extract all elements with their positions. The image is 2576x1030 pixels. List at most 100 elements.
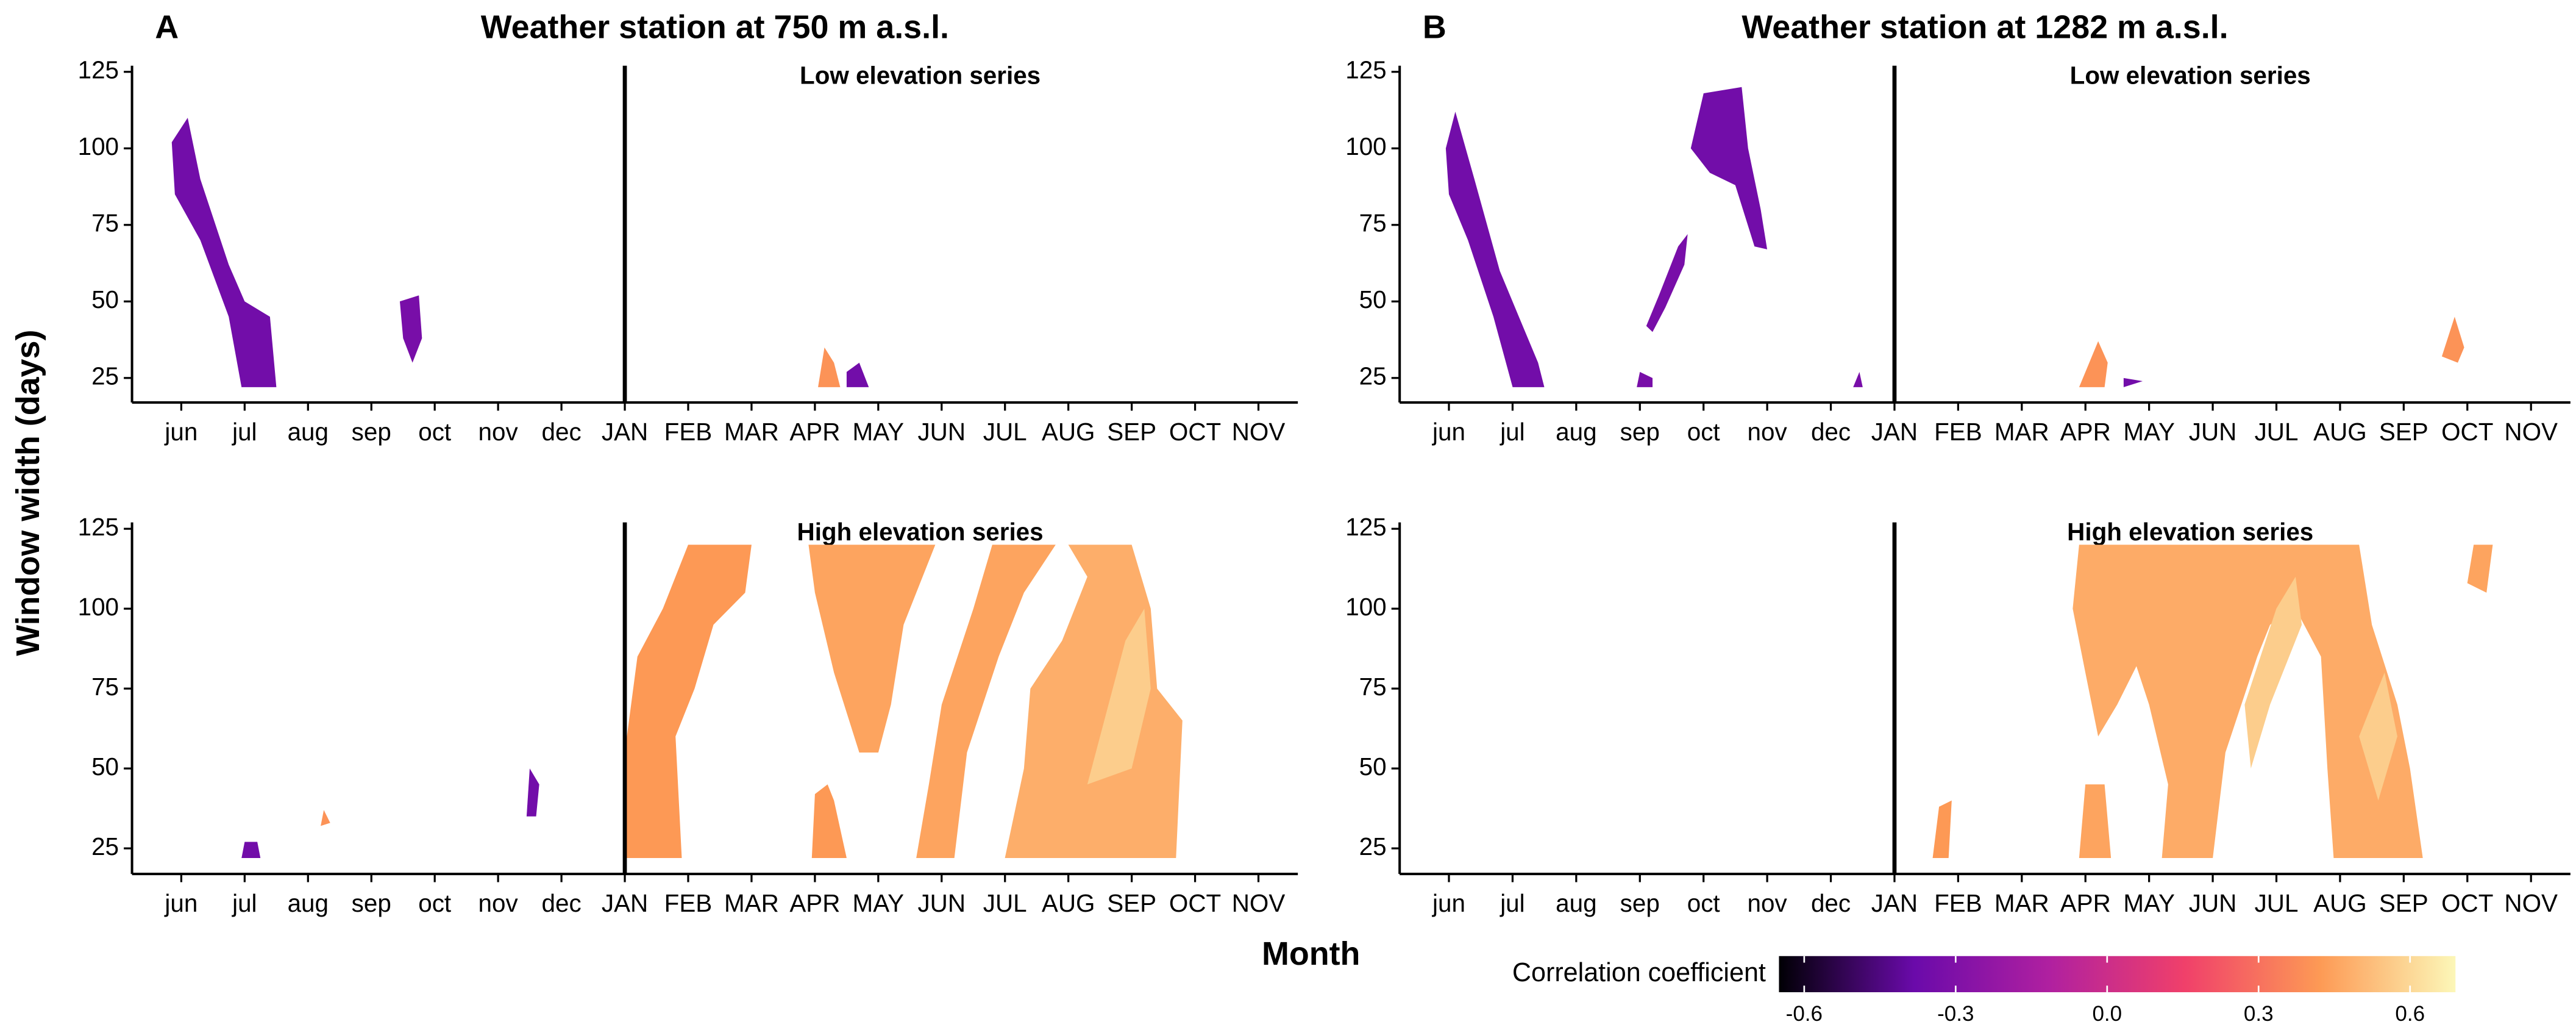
x-tick-label: sep — [352, 889, 391, 917]
heat-cells — [811, 784, 847, 858]
x-tick-label: OCT — [2441, 889, 2493, 917]
x-tick-label: JAN — [1871, 889, 1918, 917]
heat-cells — [1646, 234, 1688, 332]
x-tick-label: nov — [479, 889, 519, 917]
x-tick-label: JAN — [1871, 418, 1918, 446]
y-tick-label: 50 — [91, 285, 119, 313]
x-tick-label: aug — [1556, 418, 1596, 446]
x-tick-label: APR — [789, 418, 840, 446]
colorbar-tick-label: -0.6 — [1786, 1002, 1823, 1026]
x-tick-label: FEB — [664, 889, 713, 917]
x-tick-label: MAR — [724, 418, 779, 446]
y-tick-label: 75 — [91, 673, 119, 701]
heat-region — [1690, 87, 1768, 249]
x-tick-label: aug — [288, 418, 329, 446]
heat-cells — [1853, 371, 1863, 387]
x-tick-label: NOV — [1232, 418, 1286, 446]
x-tick-label: OCT — [1169, 889, 1221, 917]
x-tick-label: jun — [164, 889, 197, 917]
y-tick-label: 125 — [78, 55, 119, 84]
x-tick-label: oct — [1687, 418, 1720, 446]
y-tick-label: 75 — [91, 209, 119, 237]
y-tick-label: 100 — [78, 132, 119, 160]
y-tick-label: 25 — [91, 362, 119, 390]
x-axis-label: Month — [1262, 935, 1361, 972]
x-tick-label: MAR — [724, 889, 779, 917]
x-tick-label: nov — [1748, 418, 1788, 446]
x-tick-label: nov — [479, 418, 519, 446]
x-tick-label: NOV — [1232, 889, 1286, 917]
heat-cells — [171, 118, 277, 387]
x-tick-label: jun — [164, 418, 197, 446]
colorbar-tick-label: 0.6 — [2395, 1002, 2425, 1026]
x-tick-label: MAR — [1994, 889, 2049, 917]
heat-cells — [241, 842, 261, 858]
x-tick-label: JUL — [983, 418, 1027, 446]
heat-cells — [1637, 371, 1653, 387]
heat-region — [526, 768, 539, 817]
heat-region — [2244, 576, 2302, 769]
heat-region — [1853, 371, 1863, 387]
panel-label: A — [155, 9, 179, 46]
heat-cells — [2359, 672, 2397, 801]
y-tick-label: 25 — [91, 832, 119, 860]
x-tick-label: MAY — [853, 889, 905, 917]
x-tick-label: jul — [232, 418, 257, 446]
x-tick-label: FEB — [1934, 889, 1982, 917]
x-tick-label: jul — [232, 889, 257, 917]
heat-region — [1932, 800, 1952, 858]
x-tick-label: AUG — [1042, 889, 1095, 917]
colorbar-tick-label: 0.0 — [2092, 1002, 2122, 1026]
x-tick-label: aug — [1556, 889, 1596, 917]
heat-region — [1637, 371, 1653, 387]
panel-subtitle: Low elevation series — [800, 61, 1041, 89]
heat-region — [811, 784, 847, 858]
heat-cells — [2467, 545, 2493, 593]
x-tick-label: NOV — [2504, 889, 2558, 917]
heat-cells — [846, 362, 869, 387]
x-tick-label: jul — [1500, 889, 1525, 917]
x-tick-label: APR — [2060, 418, 2111, 446]
x-tick-label: JUN — [2189, 889, 2237, 917]
heat-region — [808, 545, 936, 753]
y-tick-label: 100 — [1345, 593, 1386, 621]
heat-region — [2123, 377, 2143, 387]
heat-region — [2359, 672, 2397, 801]
x-tick-label: JAN — [602, 418, 648, 446]
heat-cells — [399, 295, 422, 363]
heat-region — [818, 347, 841, 387]
chart-title: Weather station at 750 m a.s.l. — [481, 9, 949, 46]
x-tick-label: JUL — [983, 889, 1027, 917]
heat-region — [846, 362, 869, 387]
heat-cells — [2123, 377, 2143, 387]
heat-region — [916, 545, 1056, 858]
heat-cells — [321, 810, 330, 826]
chart-title: Weather station at 1282 m a.s.l. — [1742, 9, 2228, 46]
x-tick-label: FEB — [664, 418, 713, 446]
x-tick-label: oct — [418, 418, 451, 446]
x-tick-label: OCT — [1169, 418, 1221, 446]
x-tick-label: nov — [1748, 889, 1788, 917]
y-tick-label: 50 — [1359, 753, 1387, 781]
x-tick-label: AUG — [1042, 418, 1095, 446]
heat-cells — [1445, 112, 1545, 387]
x-tick-label: MAR — [1994, 418, 2049, 446]
y-tick-label: 75 — [1359, 209, 1387, 237]
y-tick-label: 75 — [1359, 673, 1387, 701]
x-tick-label: JUL — [2255, 889, 2299, 917]
colorbar-tick-label: -0.3 — [1937, 1002, 1974, 1026]
x-tick-label: AUG — [2313, 418, 2367, 446]
heat-region — [2441, 317, 2464, 363]
x-tick-label: sep — [1620, 418, 1660, 446]
heat-region — [2079, 341, 2108, 387]
heat-cells — [818, 347, 841, 387]
x-tick-label: JUN — [2189, 418, 2237, 446]
heat-cells — [526, 768, 539, 817]
x-tick-label: JUL — [2255, 418, 2299, 446]
heat-cells — [808, 545, 936, 753]
x-tick-label: AUG — [2313, 889, 2367, 917]
x-tick-label: APR — [789, 889, 840, 917]
heat-cells — [2441, 317, 2464, 363]
